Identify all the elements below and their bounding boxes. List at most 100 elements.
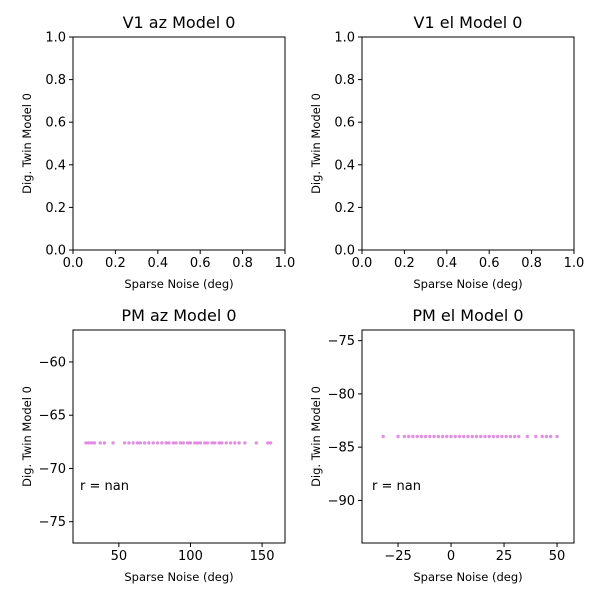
x-tick-label: 0.0: [352, 256, 373, 271]
y-tick-label: −75: [328, 334, 355, 349]
data-point: [428, 434, 432, 439]
data-point: [432, 434, 436, 439]
data-point: [92, 441, 97, 445]
data-point: [534, 434, 538, 439]
data-point: [411, 434, 415, 439]
chart-title: PM az Model 0: [121, 306, 236, 325]
x-tick-label: 0.2: [105, 256, 126, 271]
data-point: [548, 434, 553, 439]
data-point: [147, 441, 151, 445]
y-tick-label: 0.2: [45, 201, 66, 216]
data-point: [479, 434, 483, 439]
y-tick-label: −80: [328, 387, 355, 402]
data-point: [555, 434, 559, 439]
data-point: [142, 441, 147, 445]
data-point: [224, 441, 228, 445]
data-point: [453, 434, 457, 439]
data-point: [220, 441, 224, 445]
x-tick-label: 0.6: [479, 256, 500, 271]
data-point: [474, 434, 479, 439]
data-point: [415, 434, 419, 439]
x-tick-label: 0.4: [436, 256, 457, 271]
x-tick-label: 1.0: [275, 256, 296, 271]
x-tick-label: 1.0: [564, 256, 585, 271]
data-point: [167, 441, 171, 445]
y-axis-label: Dig. Twin Model 0: [309, 93, 323, 194]
y-tick-label: 0.6: [45, 116, 66, 131]
data-point: [164, 441, 168, 445]
data-point: [122, 441, 127, 445]
x-axis-label: Sparse Noise (deg): [124, 277, 233, 291]
data-point: [266, 441, 270, 445]
correlation-annotation: r = nan: [80, 479, 129, 494]
correlation-annotation: r = nan: [372, 479, 421, 494]
chart-title: V1 az Model 0: [123, 13, 236, 32]
y-axis-label: Dig. Twin Model 0: [20, 93, 34, 194]
data-point: [213, 441, 217, 445]
chart-title: PM el Model 0: [412, 306, 523, 325]
data-point: [423, 434, 428, 439]
data-point: [491, 434, 496, 439]
data-point: [185, 441, 190, 445]
x-tick-label: 0: [447, 549, 455, 564]
plot-frame: [361, 36, 575, 251]
data-point: [500, 434, 504, 439]
y-axis-label: Dig. Twin Model 0: [20, 386, 34, 487]
data-point: [495, 434, 500, 439]
data-point: [98, 441, 102, 445]
data-point: [457, 434, 462, 439]
data-point: [84, 441, 88, 445]
data-point: [462, 434, 466, 439]
data-point: [198, 441, 203, 445]
data-point: [504, 434, 508, 439]
data-point: [540, 434, 544, 439]
data-point: [470, 434, 474, 439]
y-tick-label: 0.0: [45, 244, 66, 259]
x-tick-label: 0.8: [521, 256, 542, 271]
x-axis-label: Sparse Noise (deg): [124, 570, 233, 584]
x-tick-label: 150: [250, 549, 275, 564]
data-point: [111, 441, 115, 445]
x-tick-label: 0.6: [190, 256, 211, 271]
chart-title: V1 el Model 0: [414, 13, 523, 32]
data-point: [406, 434, 411, 439]
data-point: [205, 441, 210, 445]
y-tick-label: 0.2: [334, 201, 355, 216]
data-point: [135, 441, 140, 445]
y-tick-label: −65: [39, 409, 66, 424]
data-point: [517, 434, 521, 439]
x-tick-label: 0.4: [147, 256, 168, 271]
x-tick-label: 50: [111, 549, 128, 564]
data-point: [228, 441, 233, 445]
data-point: [525, 434, 530, 439]
y-tick-label: 1.0: [334, 31, 355, 46]
x-axis-label: Sparse Noise (deg): [413, 277, 522, 291]
data-point: [178, 441, 183, 445]
data-point: [131, 441, 135, 445]
data-point: [138, 441, 143, 445]
y-tick-label: 0.4: [334, 158, 355, 173]
data-point: [171, 441, 175, 445]
y-axis-label: Dig. Twin Model 0: [309, 386, 323, 487]
data-point: [396, 434, 400, 439]
data-point: [381, 434, 385, 439]
y-tick-label: 0.0: [334, 244, 355, 259]
x-tick-label: −25: [384, 549, 411, 564]
data-point: [193, 441, 197, 445]
y-tick-label: −60: [39, 355, 66, 370]
data-point: [487, 434, 491, 439]
data-point: [151, 441, 155, 445]
y-tick-label: −90: [328, 494, 355, 509]
x-tick-label: 50: [549, 549, 566, 564]
data-point: [174, 441, 178, 445]
data-point: [89, 441, 94, 445]
data-point: [449, 434, 453, 439]
plot-frame: [72, 36, 286, 251]
data-point: [544, 434, 549, 439]
data-point: [483, 434, 487, 439]
data-point: [254, 441, 259, 445]
data-point: [210, 441, 214, 445]
data-point: [512, 434, 517, 439]
data-point: [419, 434, 424, 439]
